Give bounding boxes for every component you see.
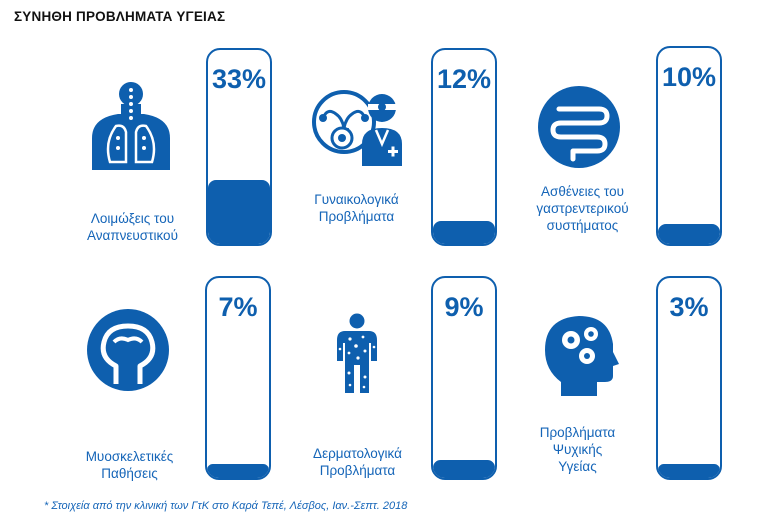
chart-title: ΣΥΝΗΘΗ ΠΡΟΒΛΗΜΑΤΑ ΥΓΕΙΑΣ	[14, 9, 226, 24]
footnote: * Στοιχεία από την κλινική των ΓτΚ στο Κ…	[44, 500, 408, 512]
bone-joint-icon	[87, 309, 169, 391]
gauge-fill	[433, 221, 495, 244]
category-label: Ασθένειες του γαστρεντερικού συστήματος	[536, 184, 629, 233]
intestine-icon	[538, 86, 620, 168]
percentage-gauge: 10%	[656, 46, 722, 246]
gauge-fill	[658, 464, 720, 478]
category-label: Γυναικολογικά Προβλήματα	[314, 192, 399, 224]
percentage-value: 33%	[211, 64, 267, 94]
category-label: Μυοσκελετικές Παθήσεις	[85, 449, 174, 481]
percentage-value: 12%	[436, 64, 492, 94]
gauge-fill	[208, 180, 270, 244]
gauge-fill	[433, 460, 495, 478]
skin-body-icon	[337, 313, 377, 393]
percentage-gauge: 7%	[205, 276, 271, 480]
category-label: Λοιμώξεις του Αναπνευστικού	[87, 211, 178, 243]
percentage-gauge: 12%	[431, 48, 497, 246]
percentage-value: 9%	[444, 292, 484, 322]
gauge-fill	[658, 224, 720, 244]
gauge-fill	[207, 464, 269, 478]
percentage-value: 10%	[661, 62, 717, 92]
percentage-value: 7%	[218, 292, 258, 322]
percentage-gauge: 9%	[431, 276, 497, 480]
percentage-value: 3%	[669, 292, 709, 322]
gynecology-icon	[312, 90, 402, 166]
percentage-gauge: 33%	[206, 48, 272, 246]
mental-health-icon	[545, 316, 619, 396]
percentage-gauge: 3%	[656, 276, 722, 480]
category-label: Προβλήματα Ψυχικής Υγείας	[539, 425, 616, 474]
category-label: Δερματολογικά Προβλήματα	[313, 446, 402, 478]
lungs-icon	[92, 82, 170, 170]
